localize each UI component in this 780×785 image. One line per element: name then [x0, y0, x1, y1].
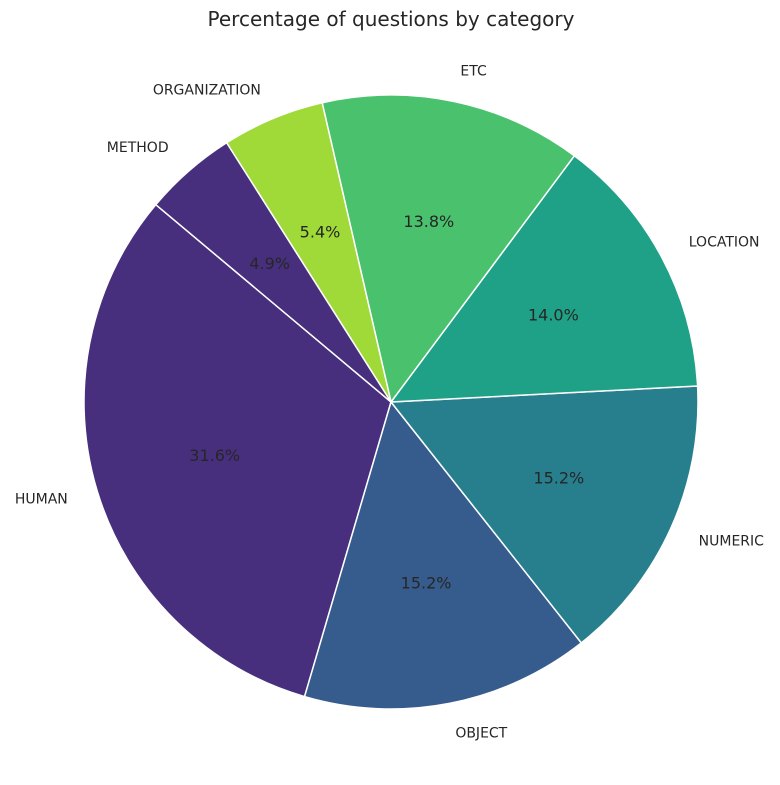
percentage-label-numeric: 15.2%	[533, 468, 584, 487]
percentage-label-etc: 13.8%	[403, 212, 454, 231]
category-labels: HUMAN OBJECT NUMERIC LOCATION ETC ORGANIZATIO…	[15, 64, 764, 742]
percentage-labels: 31.6% 15.2% 15.2% 14.0% 13.8% 5.4% 4.9%	[189, 212, 584, 592]
percentage-label-location: 14.0%	[528, 306, 579, 325]
percentage-label-object: 15.2%	[401, 573, 452, 592]
chart-title: Percentage of questions by category	[208, 7, 575, 31]
percentage-label-human: 31.6%	[189, 446, 240, 465]
pie-slice-numeric	[390, 385, 699, 644]
category-label-method: METHOD	[107, 140, 169, 156]
percentage-label-method: 4.9%	[249, 254, 290, 273]
percentage-label-organization: 5.4%	[300, 223, 341, 242]
category-label-location: LOCATION	[689, 235, 760, 251]
pie-slice-etc	[321, 94, 576, 403]
category-label-human: HUMAN	[15, 492, 68, 508]
category-label-object: OBJECT	[455, 726, 507, 742]
pie-slices	[83, 94, 699, 710]
category-label-etc: ETC	[460, 64, 487, 80]
category-label-organization: ORGANIZATION	[153, 82, 261, 98]
pie-slice-method	[155, 141, 392, 403]
pie-slice-human	[83, 203, 392, 698]
category-label-numeric: NUMERIC	[699, 533, 765, 549]
pie-slice-object	[303, 401, 583, 710]
pie-slice-location	[390, 155, 699, 403]
